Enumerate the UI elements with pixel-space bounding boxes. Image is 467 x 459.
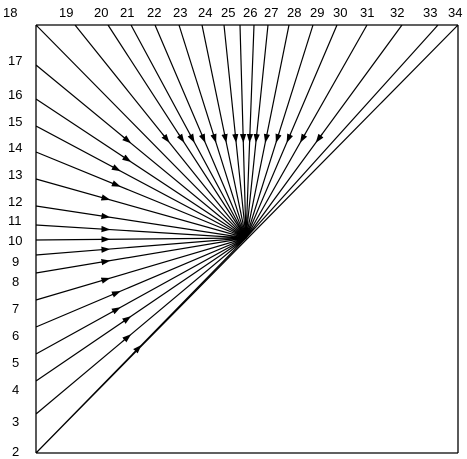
ray-line	[154, 24, 247, 239]
top-label: 28	[287, 5, 301, 20]
ray-arrowhead	[132, 344, 142, 355]
left-label: 12	[8, 194, 22, 209]
top-label: 34	[448, 5, 462, 20]
ray-arrowhead	[121, 154, 132, 163]
ray-arrowhead	[275, 133, 282, 144]
left-label: 11	[8, 213, 22, 228]
ray-arrowhead	[101, 225, 111, 233]
ray-line	[245, 24, 269, 239]
ray-line	[245, 24, 403, 239]
ray-arrowhead	[253, 133, 260, 144]
diagram-frame	[35, 24, 459, 454]
ray-line	[239, 24, 247, 239]
left-label: 3	[12, 414, 19, 429]
ray-line	[245, 24, 255, 239]
top-label: 27	[264, 5, 278, 20]
ray-line	[35, 178, 247, 239]
top-label: 29	[310, 5, 324, 20]
ray-line	[35, 237, 247, 256]
ray-line	[74, 24, 247, 239]
ray-arrowhead	[100, 194, 111, 201]
top-label: 32	[390, 5, 404, 20]
ray-line	[35, 125, 247, 239]
ray-arrowhead	[111, 164, 121, 172]
ray-line	[245, 24, 290, 239]
ray-arrowhead	[221, 133, 228, 144]
top-label: 33	[423, 5, 437, 20]
ray-line	[35, 237, 247, 415]
top-label: 30	[333, 5, 347, 20]
ray-arrowhead	[315, 133, 324, 143]
diagonal-line	[35, 24, 459, 454]
left-label: 7	[12, 301, 19, 316]
ray-arrowhead	[198, 133, 206, 143]
left-label: 16	[8, 87, 22, 102]
top-label: 18	[3, 5, 17, 20]
top-label: 23	[173, 5, 187, 20]
ray-arrowhead	[286, 133, 294, 143]
ray-line	[35, 237, 247, 382]
left-label: 2	[12, 444, 19, 459]
ray-arrowhead	[187, 133, 195, 143]
top-label: 20	[94, 5, 108, 20]
ray-line	[35, 98, 247, 239]
ray-arrows	[100, 133, 324, 355]
ray-arrowhead	[111, 180, 121, 187]
ray-arrowhead	[299, 133, 308, 143]
ray-line	[35, 237, 247, 274]
ray-line	[130, 24, 247, 239]
left-label: 15	[8, 114, 22, 129]
ray-arrowhead	[210, 133, 217, 144]
ray-arrowhead	[121, 316, 132, 324]
port-labels: 18 19 20 21 22 23 24 25 26 27 28 29 30 3…	[3, 5, 462, 459]
ray-arrowhead	[232, 133, 239, 144]
ray-arrowhead	[121, 135, 132, 144]
left-label: 4	[12, 382, 19, 397]
ray-line	[201, 24, 247, 239]
ray-arrowhead	[121, 334, 132, 343]
ray-line	[245, 24, 338, 239]
ray-arrowhead	[176, 133, 185, 143]
left-label: 13	[8, 167, 22, 182]
ray-line	[178, 24, 247, 239]
left-label: 5	[12, 355, 19, 370]
ray-line	[245, 24, 368, 239]
ray-line	[35, 151, 247, 239]
left-label: 8	[12, 274, 19, 289]
left-label: 14	[8, 140, 22, 155]
ray-line	[35, 237, 247, 328]
ray-line	[35, 64, 247, 239]
ray-line	[35, 237, 247, 241]
top-label: 22	[147, 5, 161, 20]
left-label: 17	[8, 53, 22, 68]
top-label: 19	[59, 5, 73, 20]
ray-line	[245, 24, 314, 239]
top-label: 24	[198, 5, 212, 20]
ray-arrowhead	[101, 246, 111, 253]
left-label: 6	[12, 328, 19, 343]
ray-arrowhead	[111, 307, 121, 315]
ray-lines	[35, 24, 459, 454]
top-label: 21	[120, 5, 134, 20]
ray-arrowhead	[100, 258, 111, 266]
ray-line	[107, 24, 247, 239]
ray-line	[35, 24, 247, 239]
ray-arrowhead	[100, 277, 111, 284]
ray-arrowhead	[161, 133, 170, 143]
ray-arrowhead	[263, 133, 271, 144]
ray-line	[35, 237, 247, 355]
ray-line	[35, 237, 247, 301]
ray-line	[35, 224, 247, 239]
left-label: 10	[8, 233, 22, 248]
top-label: 25	[221, 5, 235, 20]
left-label: 9	[12, 254, 19, 269]
ray-arrowhead	[111, 290, 121, 298]
ray-line	[223, 24, 247, 239]
top-label: 31	[360, 5, 374, 20]
ray-arrowhead	[101, 212, 111, 220]
top-label: 26	[243, 5, 257, 20]
ray-line	[35, 205, 247, 239]
ray-line	[245, 24, 439, 239]
